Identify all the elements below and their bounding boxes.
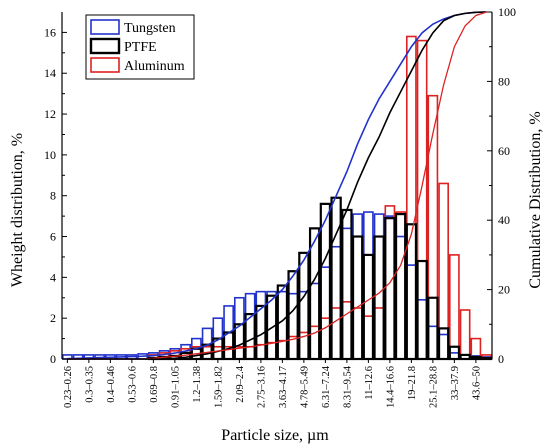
y-left-tick-label: 6 bbox=[50, 230, 56, 244]
legend-swatch-ptfe bbox=[89, 37, 121, 55]
aluminum-bar bbox=[341, 301, 353, 360]
tungsten-bar bbox=[244, 292, 256, 360]
y-left-tick-label: 2 bbox=[50, 311, 56, 325]
x-tick-label: 0.23–0.26 bbox=[63, 366, 74, 408]
tungsten-bar bbox=[384, 215, 396, 360]
aluminum-bar bbox=[330, 307, 342, 360]
tungsten-bar bbox=[405, 264, 417, 360]
x-tick-label: 0.4–0.46 bbox=[106, 366, 117, 403]
x-tick-label: 2.09–2.4 bbox=[235, 365, 246, 403]
aluminum-bar bbox=[319, 317, 331, 360]
ptfe-bar bbox=[362, 253, 375, 361]
aluminum-bar bbox=[352, 307, 363, 360]
y-right-tick-label: 0 bbox=[498, 352, 504, 366]
ptfe-bar bbox=[437, 327, 450, 361]
aluminum-bar bbox=[438, 182, 449, 360]
y-left-tick-label: 10 bbox=[44, 148, 56, 162]
x-tick-label: 6.31–7.24 bbox=[321, 365, 332, 408]
ptfe-bar bbox=[373, 235, 385, 361]
ptfe-bar bbox=[416, 259, 428, 361]
x-tick-label: 0.53–0.6 bbox=[127, 366, 138, 403]
ptfe-bar bbox=[298, 251, 310, 361]
ptfe-bar bbox=[384, 217, 396, 361]
y-axis-left-label: Wheight distribution, % bbox=[9, 133, 26, 287]
tungsten-bar bbox=[427, 325, 439, 360]
x-tick-label: 3.63–4.17 bbox=[278, 366, 289, 408]
ptfe-bar bbox=[222, 331, 235, 361]
ptfe-bar bbox=[330, 196, 342, 361]
x-tick-label: 0.91–1.05 bbox=[170, 366, 181, 408]
x-tick-label: 4.78–5.49 bbox=[299, 366, 310, 408]
aluminum-bar bbox=[373, 307, 385, 360]
y-left-tick-label: 16 bbox=[44, 25, 56, 39]
tungsten-bar bbox=[319, 266, 331, 360]
ptfe-bar bbox=[351, 235, 364, 361]
ptfe-bar bbox=[427, 296, 439, 361]
x-tick-label: 25.1–28.8 bbox=[428, 366, 439, 408]
x-axis-label: Particle size, µm bbox=[221, 427, 329, 444]
tungsten-bar bbox=[255, 290, 267, 360]
ptfe-bar bbox=[341, 208, 353, 361]
legend-label-tungsten: Tungsten bbox=[124, 21, 176, 36]
y-right-tick-label: 20 bbox=[498, 283, 510, 297]
legend-label-ptfe: PTFE bbox=[124, 40, 157, 55]
legend: Tungsten PTFE Aluminum bbox=[85, 14, 195, 80]
x-tick-label: 1.2–1.38 bbox=[192, 366, 203, 403]
x-tick-label: 8.31–9.54 bbox=[342, 365, 353, 408]
x-tick-label: 14.4–16.6 bbox=[385, 366, 396, 408]
tungsten-bar bbox=[276, 290, 288, 360]
x-tick-label: 19–21.8 bbox=[407, 366, 418, 400]
aluminum-bar bbox=[395, 211, 406, 360]
y-left-tick-label: 12 bbox=[44, 107, 56, 121]
x-tick-label: 11–12.6 bbox=[364, 366, 375, 400]
x-tick-label: 0.69–0.8 bbox=[149, 366, 160, 403]
y-left-tick-label: 4 bbox=[50, 270, 56, 284]
aluminum-bar bbox=[266, 341, 277, 360]
aluminum-bar bbox=[255, 343, 267, 360]
tungsten-bar bbox=[438, 333, 449, 360]
aluminum-bar bbox=[405, 35, 417, 360]
tungsten-bar bbox=[416, 299, 428, 360]
y-left-tick-label: 14 bbox=[44, 66, 56, 80]
ptfe-bar bbox=[233, 323, 246, 361]
y-right-tick-label: 80 bbox=[498, 74, 510, 88]
y-axis-right-label: Cumulative Distribution, % bbox=[527, 111, 544, 288]
aluminum-bar bbox=[244, 345, 256, 360]
legend-swatch-tungsten bbox=[90, 19, 120, 35]
legend-label-aluminum: Aluminum bbox=[124, 59, 185, 74]
x-tick-label: 43.6–50 bbox=[471, 366, 482, 400]
aluminum-bar bbox=[276, 339, 288, 360]
x-tick-label: 0.3–0.35 bbox=[84, 366, 95, 403]
y-left-tick-label: 0 bbox=[50, 352, 56, 366]
bars-layer bbox=[61, 35, 493, 361]
tungsten-bar bbox=[330, 245, 342, 360]
y-right-tick-label: 60 bbox=[498, 144, 510, 158]
x-tick-label: 1.59–1.82 bbox=[213, 366, 224, 408]
aluminum-bar bbox=[459, 309, 471, 360]
y-left-tick-label: 8 bbox=[50, 189, 56, 203]
axes-layer: 0 2 4 6 8 10 12 14 16 0 20 40 60 80 100 0.23–0.26 0.3–0.… bbox=[44, 5, 516, 408]
x-tick-label: 33–37.9 bbox=[450, 366, 461, 400]
tungsten-cumulative-line bbox=[67, 11, 487, 360]
ptfe-bar bbox=[459, 353, 471, 361]
aluminum-bar bbox=[362, 315, 374, 360]
y-right-tick-label: 40 bbox=[498, 213, 510, 227]
y-right-tick-label: 100 bbox=[498, 5, 516, 19]
tungsten-bar bbox=[309, 282, 320, 360]
tungsten-bar bbox=[287, 292, 299, 360]
tungsten-bar bbox=[341, 227, 353, 360]
legend-frame bbox=[85, 14, 195, 80]
tungsten-bar bbox=[362, 211, 374, 360]
aluminum-bar bbox=[448, 254, 460, 360]
x-tick-label: 2.75–3.16 bbox=[256, 366, 267, 408]
ptfe-bar bbox=[287, 270, 299, 361]
legend-swatch-aluminum bbox=[90, 57, 120, 73]
